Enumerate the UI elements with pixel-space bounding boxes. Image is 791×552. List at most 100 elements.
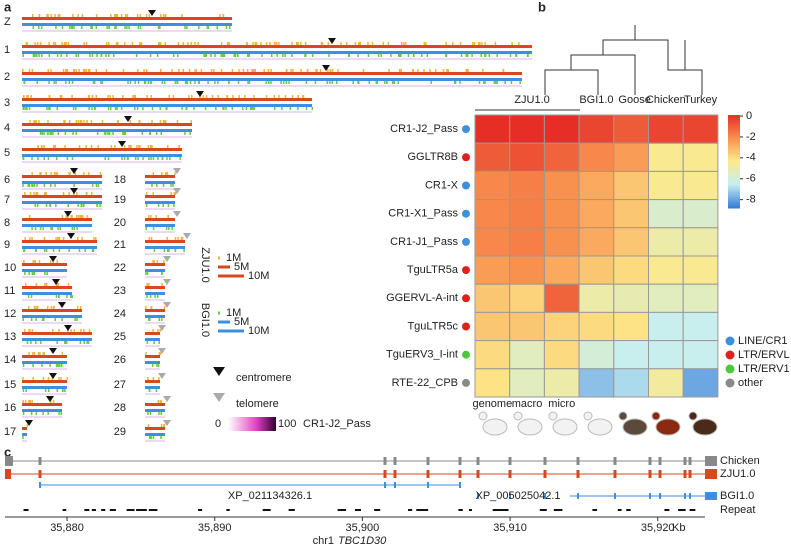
gap <box>79 341 82 344</box>
scale-bar <box>218 265 230 269</box>
gap <box>371 42 374 45</box>
cell <box>543 255 580 285</box>
gap <box>400 69 403 72</box>
gap <box>39 42 42 45</box>
gap <box>58 249 61 252</box>
gap <box>28 107 31 110</box>
gap <box>64 132 67 135</box>
gap <box>278 95 280 98</box>
cell <box>648 114 684 144</box>
gap <box>484 54 487 57</box>
gap <box>391 81 394 84</box>
chromosome-label: 28 <box>114 402 126 414</box>
panel-label: c <box>4 444 11 459</box>
colorbar-step <box>728 117 740 121</box>
gap <box>404 42 407 45</box>
gap <box>183 249 185 252</box>
bgi-contigs <box>145 338 160 341</box>
gap <box>30 295 33 298</box>
gap <box>223 107 225 110</box>
gap <box>331 69 334 72</box>
gap <box>191 95 193 98</box>
gap <box>236 54 239 57</box>
cell <box>543 170 580 201</box>
gap <box>120 107 123 110</box>
cell <box>543 283 580 313</box>
gap <box>291 42 293 45</box>
gap <box>166 157 168 160</box>
gap <box>297 107 299 110</box>
bird-head <box>618 411 628 421</box>
gap <box>182 42 185 45</box>
gap <box>471 54 473 57</box>
gap <box>117 42 119 45</box>
row-class <box>462 153 470 162</box>
gap <box>99 172 102 175</box>
gap <box>47 412 49 415</box>
gap <box>502 69 504 72</box>
gap <box>160 132 163 135</box>
gap <box>181 14 183 17</box>
gap <box>95 69 98 72</box>
gap <box>242 69 245 72</box>
gap <box>156 364 158 367</box>
gap <box>115 42 118 45</box>
gap <box>89 54 91 57</box>
gap <box>81 237 83 240</box>
gap <box>161 283 163 286</box>
gap <box>77 204 79 207</box>
gap <box>134 107 136 110</box>
gap <box>96 132 99 135</box>
gap <box>299 42 302 45</box>
gap <box>88 95 90 98</box>
gap <box>58 295 60 298</box>
gap <box>109 95 111 98</box>
gap <box>362 69 365 72</box>
gap <box>184 81 187 84</box>
gap <box>46 14 48 17</box>
cell <box>543 368 580 398</box>
gap <box>32 14 34 17</box>
gap <box>43 352 46 355</box>
zju-contigs <box>145 263 165 266</box>
gap <box>220 42 223 45</box>
gap <box>33 352 36 355</box>
gap <box>114 107 117 110</box>
zju-contigs <box>22 45 532 48</box>
gap <box>90 120 93 123</box>
colorbar-step <box>728 135 740 139</box>
gap <box>28 69 31 72</box>
gap <box>220 69 223 72</box>
gap <box>149 81 152 84</box>
gap <box>46 107 48 110</box>
gap <box>205 54 207 57</box>
gap <box>141 132 144 135</box>
cell <box>613 142 649 172</box>
centromere-key <box>213 367 225 376</box>
telomere-key <box>213 393 225 402</box>
gap <box>129 81 132 84</box>
zju-contigs <box>22 263 67 266</box>
colorbar-step <box>728 145 740 149</box>
gap <box>148 157 150 160</box>
gap <box>165 107 167 110</box>
gap <box>160 69 162 72</box>
gap <box>24 107 26 110</box>
gap <box>23 260 25 263</box>
gap <box>59 95 62 98</box>
gap <box>57 283 60 286</box>
gap <box>174 81 177 84</box>
gap <box>45 204 48 207</box>
gap <box>267 69 270 72</box>
gap <box>75 69 78 72</box>
cell <box>648 311 684 342</box>
gap <box>153 260 155 263</box>
row-label: GGERVL-A-int <box>386 292 458 304</box>
gap <box>284 54 286 57</box>
bgi-contigs <box>22 386 67 389</box>
bgi-contigs <box>22 292 72 295</box>
gap <box>33 192 35 195</box>
gap <box>270 81 272 84</box>
gap <box>28 306 30 309</box>
gap <box>163 120 166 123</box>
